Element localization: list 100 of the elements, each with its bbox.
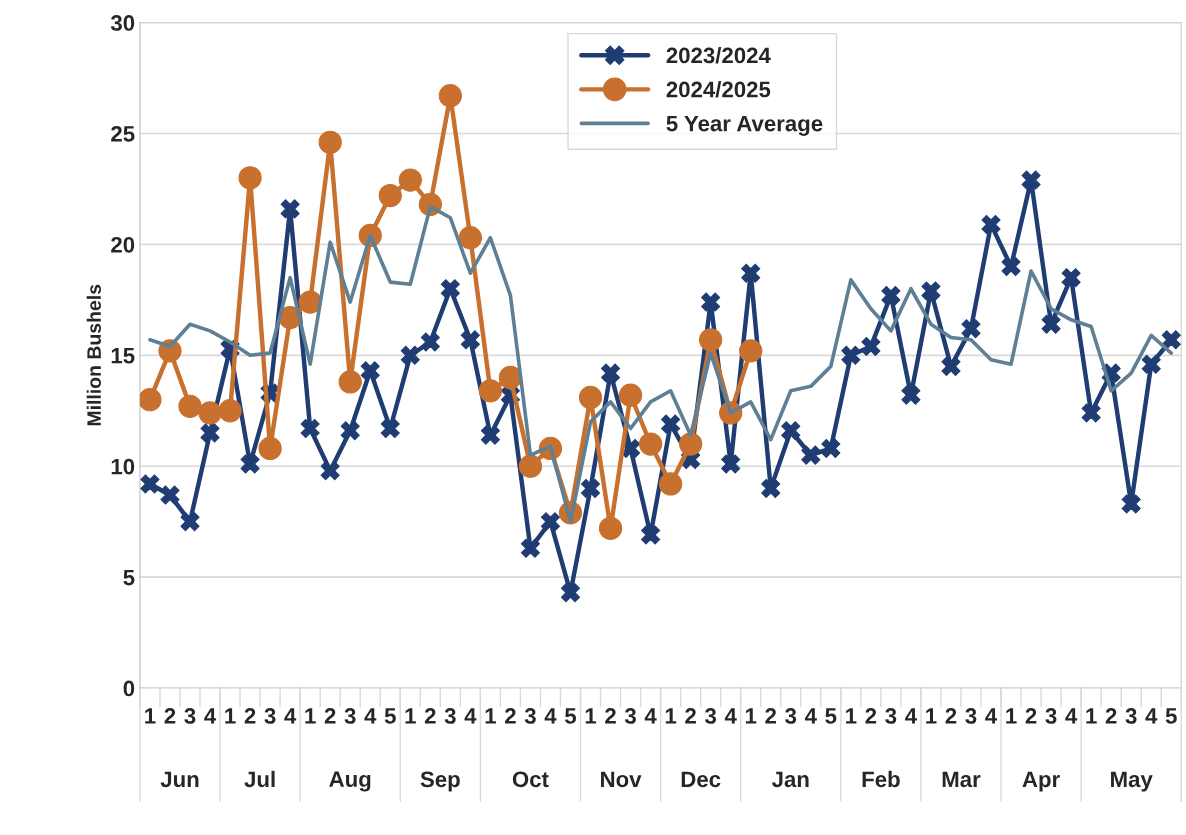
x-tick-label: 2	[865, 708, 877, 724]
point	[380, 418, 400, 439]
x-tick-label: 3	[344, 708, 356, 724]
point	[641, 525, 661, 545]
x-tick-label: 5	[564, 708, 577, 724]
x-tick-label: 4	[284, 708, 297, 724]
x-tick-label: 1	[225, 708, 236, 724]
legend-label: 5 Year Average	[666, 115, 823, 136]
text: Jul	[244, 770, 275, 788]
point	[981, 214, 1001, 234]
x-tick-label: 3	[965, 708, 977, 724]
point	[801, 445, 821, 465]
point	[398, 168, 422, 192]
x-tick-label: 1	[305, 708, 316, 724]
point	[400, 345, 420, 365]
text: Aug	[329, 771, 371, 792]
point	[378, 183, 402, 208]
y-tick-label: 30	[110, 15, 135, 31]
text: Apr	[1022, 771, 1060, 792]
x-tick-label: 4	[804, 708, 817, 724]
point	[460, 330, 480, 350]
x-tick-label: 2	[1025, 708, 1037, 724]
x-tick-label: 1	[1006, 708, 1017, 724]
legend-label: 2023/2024	[666, 46, 771, 64]
x-tick-label: 4	[544, 708, 557, 724]
point	[941, 356, 961, 376]
x-tick-label: 2	[605, 708, 616, 724]
x-tick-label: 4	[204, 708, 217, 724]
x-tick-label: 1	[405, 708, 416, 724]
text: Sep	[420, 771, 460, 792]
x-tick-label: 2	[424, 708, 436, 724]
y-tick-label: 10	[111, 458, 135, 475]
point	[298, 290, 322, 314]
x-tick-label: 4	[464, 708, 477, 724]
text: May	[1111, 771, 1153, 792]
x-tick-label: 3	[444, 708, 456, 724]
point	[258, 436, 282, 461]
x-tick-label: 1	[1086, 708, 1097, 724]
x-tick-label: 3	[1125, 708, 1137, 724]
legend-label: 2024/2025	[666, 81, 771, 98]
point	[901, 385, 921, 405]
point	[178, 394, 202, 418]
text: Mar	[942, 771, 981, 788]
point	[478, 379, 503, 403]
point	[881, 285, 901, 305]
point	[921, 281, 941, 301]
x-tick-label: 5	[384, 708, 396, 724]
point	[841, 345, 861, 365]
point	[821, 438, 841, 459]
point	[961, 319, 981, 339]
x-tick-label: 5	[825, 708, 837, 724]
point	[300, 418, 320, 439]
point	[699, 328, 723, 352]
point	[218, 399, 242, 423]
x-tick-label: 2	[1105, 708, 1117, 724]
text: Nov	[601, 771, 642, 788]
point	[238, 166, 262, 190]
point	[741, 263, 761, 283]
text: Oct	[512, 771, 549, 788]
x-tick-label: 2	[324, 708, 336, 724]
x-tick-label: 4	[364, 708, 377, 724]
point	[1081, 403, 1101, 423]
point	[520, 538, 540, 558]
x-tick-label: 3	[785, 708, 797, 724]
point	[198, 401, 222, 425]
point	[618, 383, 643, 407]
point	[661, 414, 681, 434]
x-tick-label: 4	[724, 708, 737, 724]
x-tick-label: 1	[846, 708, 857, 724]
point	[638, 432, 663, 456]
point	[721, 454, 741, 474]
x-tick-label: 3	[1045, 708, 1057, 724]
text: Jun	[160, 771, 199, 788]
x-tick-label: 2	[164, 708, 176, 724]
x-tick-label: 4	[1065, 708, 1078, 724]
x-tick-label: 1	[665, 708, 677, 724]
point	[360, 361, 380, 381]
y-tick-label: 25	[111, 126, 135, 142]
y-tick-label: 5	[123, 569, 135, 586]
point	[518, 454, 543, 478]
point	[1141, 354, 1161, 374]
point	[739, 339, 763, 363]
x-tick-label: 4	[644, 708, 657, 724]
point	[320, 461, 340, 481]
point	[438, 84, 462, 108]
point	[1041, 314, 1061, 334]
point	[540, 512, 561, 532]
y-tick-label: 15	[111, 348, 135, 364]
x-tick-label: 2	[244, 708, 256, 724]
text: Dec	[681, 771, 721, 788]
x-tick-label: 1	[485, 708, 496, 724]
point	[480, 425, 500, 445]
point	[861, 336, 881, 356]
point	[318, 130, 342, 154]
point	[598, 516, 623, 540]
point	[140, 474, 160, 494]
point	[458, 226, 482, 250]
x-tick-label: 2	[945, 708, 957, 724]
point	[340, 421, 360, 441]
point	[578, 385, 603, 410]
